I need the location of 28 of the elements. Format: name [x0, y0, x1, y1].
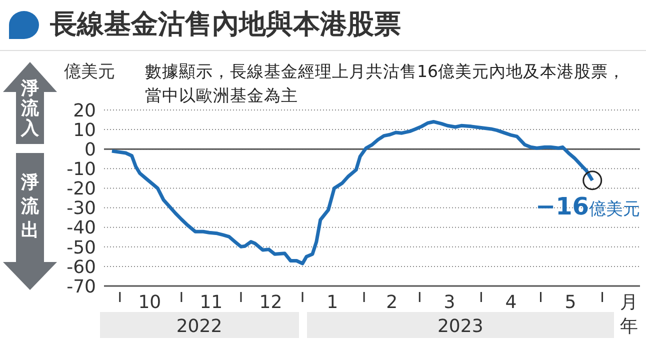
y-tick-label: -40: [66, 218, 96, 239]
y-tick-label: -30: [66, 198, 96, 220]
y-tick-label: 20: [73, 100, 96, 122]
text: 2022: [176, 316, 222, 337]
text: 年: [620, 316, 638, 337]
y-tick-label: -10: [66, 159, 96, 180]
x-tick-label: 12: [259, 292, 282, 313]
y-tick-label: 0: [84, 140, 96, 160]
y-tick-label: -70: [66, 276, 96, 298]
x-tick-label: 5: [564, 292, 576, 313]
x-tick-label: 11: [200, 292, 223, 313]
y-tick-label: 10: [73, 120, 96, 141]
y-tick-label: -20: [66, 178, 96, 200]
y-tick-label: -50: [66, 237, 96, 258]
y-tick-label: -60: [66, 256, 96, 278]
x-tick-label: 1: [326, 292, 338, 313]
x-tick-label: 3: [444, 292, 456, 313]
annotation: −16億美元: [535, 192, 640, 220]
x-tick-label: 4: [505, 292, 517, 313]
chart-subtitle: 數據顯示，長線基金經理上月共沽售16億美元內地及本港股票，當中以歐洲基金為主: [145, 61, 626, 107]
text: 淨流出: [20, 172, 40, 241]
x-tick-label: 10: [138, 292, 162, 313]
text: 淨流入: [20, 78, 40, 139]
x-tick-label: 2: [386, 292, 398, 313]
y-axis-title: 億美元: [64, 61, 115, 83]
text: 2023: [437, 316, 484, 337]
text: 月: [620, 292, 638, 313]
chart-title: 長線基金沽售內地與本港股票: [50, 8, 401, 42]
